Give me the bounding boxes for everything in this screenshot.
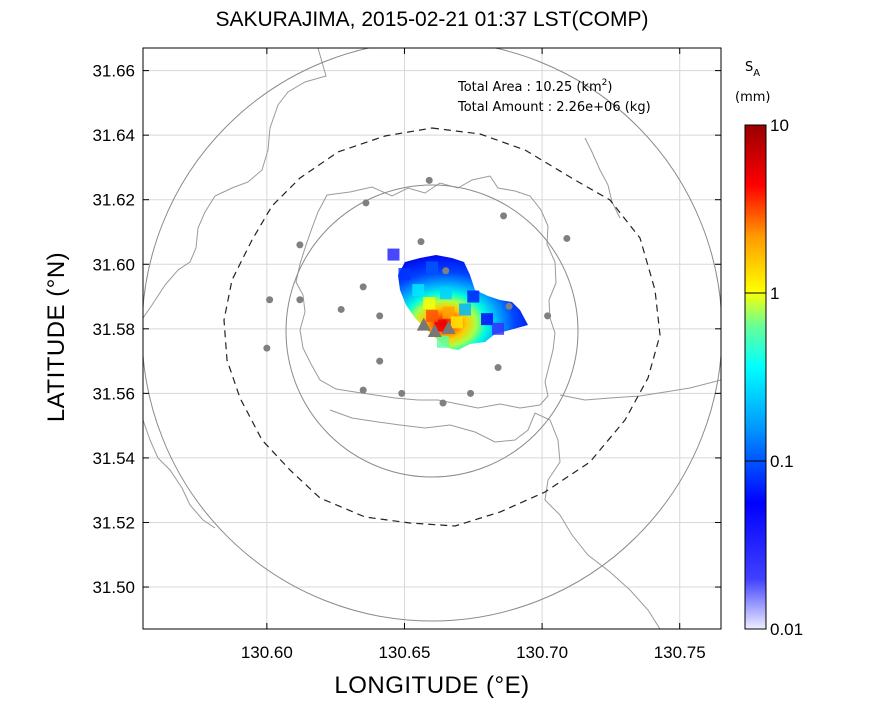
station-dot xyxy=(263,344,271,352)
x-axis-label: LONGITUDE (°E) xyxy=(334,672,530,699)
colorbar-tick-label: 1 xyxy=(770,284,779,303)
colorbar-tick-label: 10 xyxy=(770,116,789,135)
x-axis-ticks: 130.60 130.65 130.70 130.75 xyxy=(241,48,706,662)
y-tick-label: 31.64 xyxy=(92,126,135,145)
vent-triangle xyxy=(416,317,431,331)
station-dot xyxy=(417,238,425,246)
ash-cell xyxy=(423,296,436,309)
station-dot xyxy=(376,357,384,365)
colorbar-tick-label: 0.1 xyxy=(770,452,794,471)
ash-cell xyxy=(426,261,438,274)
colorbar-gradient xyxy=(744,124,767,630)
station-dot xyxy=(544,312,552,320)
ash-plume xyxy=(387,248,528,350)
total-area-text: Total Area : 10.25 (km2) xyxy=(457,78,612,95)
y-tick-label: 31.54 xyxy=(92,449,135,468)
station-dot xyxy=(494,364,502,372)
x-tick-label: 130.75 xyxy=(654,643,706,662)
coastline-north xyxy=(143,48,327,319)
station-markers xyxy=(263,176,571,407)
ash-cell xyxy=(492,322,505,335)
range-ring-outer xyxy=(143,48,721,622)
vent-triangle xyxy=(427,324,442,338)
station-dot xyxy=(442,267,450,275)
ash-cell xyxy=(387,248,400,261)
ash-cell xyxy=(426,309,438,322)
plot-frame xyxy=(142,47,722,630)
station-dot xyxy=(296,241,304,249)
station-dot xyxy=(398,389,406,397)
y-tick-label: 31.56 xyxy=(92,384,135,403)
colorbar-unit: (mm) xyxy=(735,90,770,105)
colorbar-title: SA xyxy=(745,60,760,79)
y-tick-label: 31.60 xyxy=(92,255,135,274)
x-tick-label: 130.60 xyxy=(241,643,293,662)
total-amount-text: Total Amount : 2.26e+06 (kg) xyxy=(457,100,651,115)
station-dot xyxy=(425,176,433,184)
ash-cell xyxy=(481,313,494,326)
ash-cell xyxy=(398,267,411,280)
grid-lines xyxy=(143,48,721,629)
station-dot xyxy=(467,389,475,397)
ash-cell xyxy=(442,306,455,319)
y-tick-label: 31.62 xyxy=(92,191,135,210)
station-dot xyxy=(505,302,513,310)
chart-title: SAKURAJIMA, 2015-02-21 01:37 LST(COMP) xyxy=(215,8,649,31)
station-dot xyxy=(359,283,367,291)
y-tick-label: 31.50 xyxy=(92,578,135,597)
ash-cell xyxy=(434,319,447,332)
ash-cell xyxy=(459,303,472,316)
station-dot xyxy=(563,234,571,242)
y-tick-label: 31.66 xyxy=(92,62,135,81)
station-dot xyxy=(337,305,345,313)
coastline-northeast xyxy=(584,137,621,219)
y-tick-label: 31.58 xyxy=(92,320,135,339)
range-ring-dashed xyxy=(223,127,661,527)
station-dot xyxy=(376,312,384,320)
station-dot xyxy=(362,199,370,207)
station-dot xyxy=(266,296,274,304)
y-tick-label: 31.52 xyxy=(92,513,135,532)
coastline xyxy=(295,175,557,409)
x-tick-label: 130.70 xyxy=(516,643,568,662)
ash-cell xyxy=(450,316,463,329)
colorbar: SA (mm) 10 1 0.1 0.01 xyxy=(735,60,803,639)
range-ring-inner xyxy=(285,184,579,478)
vent-triangle xyxy=(441,320,456,334)
ash-cell xyxy=(412,284,425,297)
x-tick-label: 130.65 xyxy=(378,643,430,662)
station-dot xyxy=(439,399,447,407)
ash-cell xyxy=(439,287,452,300)
vent-markers xyxy=(416,317,456,338)
y-axis-ticks: 31.50 31.52 31.54 31.56 31.58 31.60 31.62 31.64… xyxy=(92,62,721,597)
coastline-east xyxy=(559,379,721,401)
coastline-west xyxy=(143,419,216,529)
station-dot xyxy=(500,212,508,220)
ash-cell xyxy=(437,335,450,348)
coastline-south xyxy=(329,409,661,629)
colorbar-tick-label: 0.01 xyxy=(770,620,803,639)
station-dot xyxy=(359,386,367,394)
station-dot xyxy=(296,296,304,304)
ash-cell xyxy=(467,290,480,303)
